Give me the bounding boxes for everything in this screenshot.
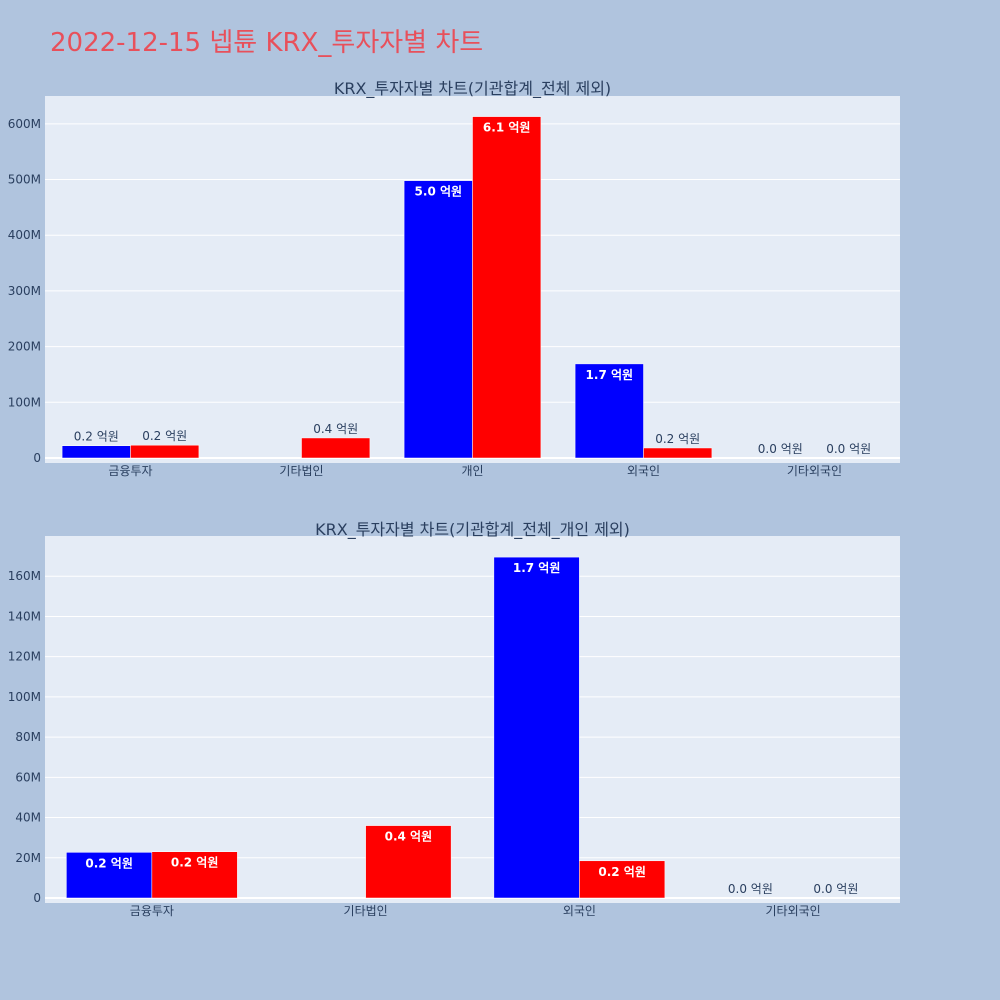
bar bbox=[365, 825, 452, 899]
data-label: 1.7 억원 bbox=[513, 561, 561, 575]
page-title: 2022-12-15 넵튠 KRX_투자자별 차트 bbox=[50, 28, 484, 58]
data-label: 0.0 억원 bbox=[813, 882, 858, 896]
data-label: 5.0 억원 bbox=[415, 185, 463, 199]
bar bbox=[472, 116, 542, 459]
bar bbox=[66, 852, 153, 899]
y-tick-label: 160M bbox=[8, 569, 41, 583]
data-label: 1.7 억원 bbox=[586, 368, 634, 382]
y-tick-label: 40M bbox=[15, 811, 41, 825]
x-tick-label: 금융투자 bbox=[108, 464, 152, 478]
y-tick-label: 500M bbox=[8, 173, 41, 187]
x-tick-label: 외국인 bbox=[627, 464, 660, 478]
y-tick-label: 60M bbox=[15, 770, 41, 784]
bar bbox=[130, 444, 200, 459]
data-label: 0.0 억원 bbox=[728, 882, 773, 896]
x-tick-label: 기타법인 bbox=[279, 464, 323, 478]
y-tick-label: 140M bbox=[8, 609, 41, 623]
x-tick-label: 기타외국인 bbox=[766, 904, 821, 918]
bar bbox=[61, 445, 131, 459]
bar bbox=[574, 363, 644, 459]
data-label: 6.1 억원 bbox=[483, 121, 531, 135]
data-label: 0.4 억원 bbox=[313, 422, 358, 436]
y-tick-label: 400M bbox=[8, 228, 41, 242]
data-label: 0.2 억원 bbox=[598, 865, 646, 879]
chart-title: KRX_투자자별 차트(기관합계_전체_개인 제외) bbox=[315, 520, 630, 540]
bar bbox=[403, 180, 473, 459]
x-tick-label: 외국인 bbox=[563, 904, 596, 918]
y-tick-label: 0 bbox=[33, 451, 41, 465]
y-tick-label: 300M bbox=[8, 284, 41, 298]
y-tick-label: 100M bbox=[8, 690, 41, 704]
data-label: 0.2 억원 bbox=[171, 856, 219, 870]
data-label: 0.4 억원 bbox=[385, 830, 433, 844]
y-tick-label: 0 bbox=[33, 891, 41, 905]
data-label: 0.2 억원 bbox=[85, 856, 133, 870]
y-tick-label: 80M bbox=[15, 730, 41, 744]
data-label: 0.2 억원 bbox=[142, 429, 187, 443]
chart-1: 0 100M 200M 300M 400M 500M 600M KRX_투자자별 차트(기관합… bbox=[8, 79, 900, 478]
bar bbox=[643, 447, 713, 459]
y-tick-label: 120M bbox=[8, 650, 41, 664]
y-tick-label: 600M bbox=[8, 117, 41, 131]
data-label: 0.0 억원 bbox=[826, 442, 871, 456]
data-label: 0.2 억원 bbox=[74, 430, 119, 444]
chart-title: KRX_투자자별 차트(기관합계_전체 제외) bbox=[334, 79, 611, 99]
bar bbox=[151, 851, 238, 899]
x-tick-label: 기타법인 bbox=[344, 904, 388, 918]
y-tick-label: 100M bbox=[8, 395, 41, 409]
y-tick-label: 200M bbox=[8, 340, 41, 354]
bar bbox=[493, 556, 580, 899]
x-tick-label: 금융투자 bbox=[130, 904, 174, 918]
bar bbox=[579, 860, 666, 899]
x-tick-label: 개인 bbox=[461, 464, 483, 478]
y-tick-label: 20M bbox=[15, 851, 41, 865]
chart-2: 0 20M 40M 60M 80M 100M 120M 140M 160M KRX_투자자별 차트… bbox=[8, 520, 900, 918]
bar bbox=[301, 437, 371, 459]
data-label: 0.2 억원 bbox=[655, 432, 700, 446]
data-label: 0.0 억원 bbox=[758, 442, 803, 456]
plot-area bbox=[45, 536, 900, 903]
x-tick-label: 기타외국인 bbox=[787, 464, 842, 478]
